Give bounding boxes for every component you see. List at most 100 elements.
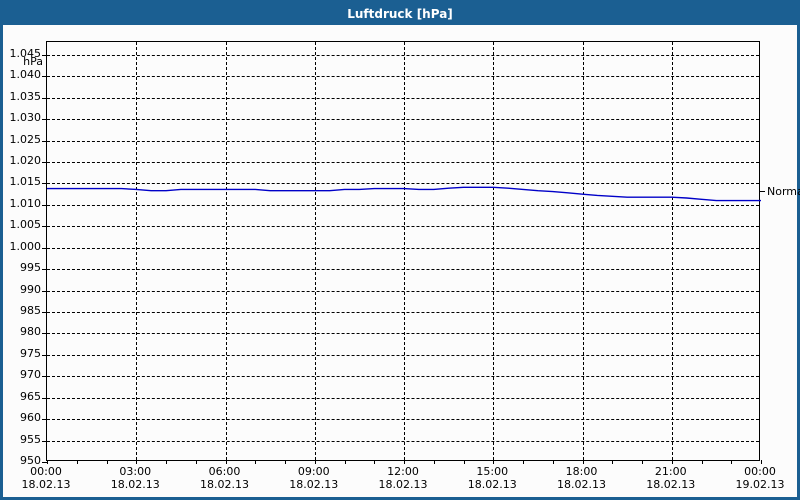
gridline-vertical (314, 42, 316, 460)
y-axis-tick (42, 333, 47, 335)
x-axis-time: 06:00 (208, 465, 241, 478)
x-axis-minor-tick (136, 460, 138, 464)
x-axis-time: 18:00 (565, 465, 598, 478)
x-axis-time: 00:00 (744, 465, 776, 478)
gridline-vertical (404, 42, 405, 460)
y-axis-tick (42, 76, 47, 78)
y-axis-unit-label: hPa (23, 55, 43, 68)
gridline-horizontal (47, 397, 759, 399)
y-axis-tick (42, 119, 47, 121)
y-axis-tick-label: 970 (20, 368, 41, 382)
y-axis-tick (42, 376, 47, 378)
gridline-horizontal (47, 226, 759, 228)
y-axis-tick (42, 354, 47, 356)
x-axis-minor-tick (76, 460, 78, 464)
normal-reference-tick (760, 191, 765, 192)
gridline-horizontal (47, 119, 759, 121)
x-axis-minor-tick (552, 460, 554, 464)
gridline-horizontal (47, 419, 759, 421)
x-axis-tick-label: 12:00 18.02.13 (363, 465, 443, 491)
x-axis-minor-tick (166, 460, 167, 464)
x-axis-tick-label: 18:00 18.02.13 (542, 465, 622, 491)
gridline-vertical (225, 42, 227, 460)
y-axis-tick (42, 247, 47, 249)
gridline-horizontal (47, 54, 759, 56)
x-axis-time: 09:00 (297, 465, 330, 478)
y-axis-tick (42, 312, 47, 313)
x-axis-time: 00:00 (30, 465, 62, 478)
x-axis-date: 18.02.13 (378, 478, 428, 491)
x-axis-date: 18.02.13 (289, 478, 339, 491)
y-axis-tick-label: 1.000 (9, 239, 42, 253)
y-axis-tick-label: 975 (20, 346, 41, 360)
gridline-horizontal (47, 204, 759, 206)
y-axis-tick-label: 1.020 (9, 154, 42, 167)
x-axis-tick-label: 00:00 18.02.13 (6, 465, 86, 491)
y-axis-tick (42, 183, 47, 185)
x-axis-tick-label: 00:00 19.02.13 (720, 465, 800, 491)
window-title-bar: Luftdruck [hPa] (3, 3, 797, 25)
x-axis-minor-tick (106, 460, 108, 464)
page-title: Luftdruck [hPa] (347, 7, 453, 21)
gridline-horizontal (47, 247, 759, 249)
plot-frame (42, 41, 762, 464)
y-axis-tick (42, 290, 47, 292)
gridline-vertical (136, 42, 138, 460)
gridline-horizontal (47, 183, 759, 185)
x-axis-minor-tick (255, 460, 257, 464)
y-axis-tick-label: 990 (20, 282, 41, 296)
x-axis-tick-label: 06:00 18.02.13 (185, 465, 265, 491)
y-axis-tick (42, 462, 47, 463)
x-axis-date: 18.02.13 (110, 478, 160, 491)
series-luftdruck (47, 186, 761, 202)
x-axis-minor-tick (671, 460, 673, 464)
y-axis-tick (42, 419, 47, 421)
gridline-horizontal (47, 162, 759, 163)
x-axis-minor-tick (523, 460, 524, 464)
x-axis-minor-tick (612, 460, 614, 464)
gridline-horizontal (47, 140, 759, 142)
gridline-horizontal (47, 354, 759, 356)
gridline-vertical (582, 42, 584, 460)
y-axis-tick-label: 955 (20, 432, 41, 446)
x-axis-minor-tick (493, 460, 495, 464)
x-axis-minor-tick (195, 460, 197, 464)
y-axis-tick (42, 226, 47, 228)
gridline-horizontal (47, 76, 759, 78)
x-axis-minor-tick (582, 460, 584, 464)
x-axis-minor-tick (285, 460, 286, 464)
gridline-horizontal (47, 290, 759, 292)
normal-reference-label: Normal (767, 185, 800, 198)
gridline-horizontal (47, 269, 759, 271)
y-axis-tick-label: 1.010 (9, 196, 42, 210)
y-axis-tick (42, 54, 47, 56)
x-axis-time: 03:00 (119, 465, 152, 478)
x-axis-time: 12:00 (387, 465, 419, 478)
y-axis-tick (42, 397, 47, 399)
gridline-horizontal (47, 312, 759, 313)
x-axis-tick-label: 09:00 18.02.13 (274, 465, 354, 491)
plot-area: hPa 1.045 1.040 1.035 1.030 1.025 1.020 1.015 1… (3, 25, 800, 497)
y-axis-tick-label: 1.005 (9, 218, 42, 232)
x-axis-date: 19.02.13 (735, 478, 785, 491)
x-axis-tick-label: 03:00 18.02.13 (95, 465, 175, 491)
y-axis-tick (42, 162, 47, 163)
y-axis-tick-label: 985 (20, 304, 41, 317)
y-axis-tick-label: 950 (20, 454, 41, 467)
x-axis-minor-tick (433, 460, 435, 464)
gridline-horizontal (47, 333, 759, 335)
x-axis-date: 18.02.13 (646, 478, 696, 491)
x-axis-minor-tick (225, 460, 227, 464)
x-axis-minor-tick (374, 460, 376, 464)
y-axis-tick-label: 1.015 (9, 175, 42, 189)
x-axis-minor-tick (344, 460, 346, 464)
y-axis-tick-label: 1.045 (9, 46, 42, 60)
x-axis-date: 18.02.13 (200, 478, 249, 491)
x-axis-date: 18.02.13 (467, 478, 517, 491)
x-axis-tick-label: 15:00 18.02.13 (452, 465, 532, 491)
x-axis-minor-tick (47, 460, 48, 464)
x-axis-minor-tick (404, 460, 405, 464)
y-axis-tick-label: 960 (20, 411, 41, 425)
x-axis-tick-label: 21:00 18.02.13 (631, 465, 711, 491)
